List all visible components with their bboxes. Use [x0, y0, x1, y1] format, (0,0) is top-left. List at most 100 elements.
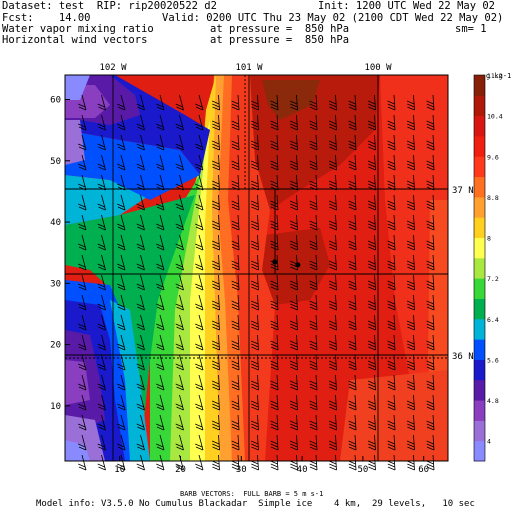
wind-barb: [117, 254, 126, 271]
x-axis-ticks: 10 20 30 40 50 60: [114, 456, 429, 475]
wind-barb: [136, 414, 145, 431]
wind-barb: [117, 294, 126, 311]
wind-barb: [195, 174, 204, 191]
wind-barb: [328, 394, 337, 411]
wind-barb: [211, 414, 220, 431]
wind-barb: [78, 414, 87, 431]
wind-barb: [348, 154, 357, 171]
wind-barb: [367, 334, 376, 351]
wind-barb: [97, 134, 106, 151]
wind-barb: [97, 234, 106, 251]
wind-barb: [348, 174, 357, 191]
wind-barb: [270, 94, 279, 111]
station-markers: [272, 259, 301, 268]
wind-barb: [117, 154, 126, 171]
wind-barb: [156, 354, 165, 371]
colorbar-swatch: [474, 237, 485, 259]
wind-barb: [250, 114, 259, 131]
colorbar-tick-label: 10.4: [487, 113, 503, 121]
wind-barb: [250, 94, 259, 111]
wind-barb: [156, 194, 165, 211]
wind-barb: [250, 374, 259, 391]
wind-barb: [406, 154, 415, 171]
wind-barb: [97, 294, 106, 311]
x-tick-label: 50: [357, 465, 368, 475]
wind-barb: [270, 134, 279, 151]
wind-barb: [348, 194, 357, 211]
wind-barb: [387, 194, 396, 211]
valid-time-label: Valid: 0200 UTC Thu 23 May 02 (2100 CDT …: [162, 12, 504, 24]
wind-barb: [328, 314, 337, 331]
colorbar-tick-label: 4.8: [487, 397, 499, 405]
wind-barb: [195, 374, 204, 391]
wind-barb: [289, 214, 298, 231]
wind-barb: [211, 394, 220, 411]
wind-barb: [270, 374, 279, 391]
wind-barb: [289, 234, 298, 251]
wind-barb: [78, 134, 87, 151]
wind-barb: [117, 354, 126, 371]
wind-barb: [387, 214, 396, 231]
colorbar-swatch: [474, 298, 485, 320]
wind-barb: [211, 354, 220, 371]
wind-barbs: [78, 94, 435, 471]
wind-barb: [270, 174, 279, 191]
wind-barb: [250, 134, 259, 151]
wind-barb: [211, 314, 220, 331]
dataset-label: Dataset: test RIP: rip20020522 d2: [2, 0, 217, 12]
wind-barb: [231, 434, 240, 451]
wind-barb: [309, 174, 318, 191]
wind-barb: [289, 414, 298, 431]
wind-barb: [136, 454, 145, 471]
wind-barb: [289, 314, 298, 331]
wind-barb: [406, 234, 415, 251]
wind-barb: [117, 94, 126, 111]
wind-barb: [136, 134, 145, 151]
wind-barb: [231, 194, 240, 211]
wind-barb: [406, 334, 415, 351]
wind-barb: [136, 274, 145, 291]
wind-barb: [328, 334, 337, 351]
wind-barb: [117, 194, 126, 211]
wind-barb: [426, 274, 435, 291]
wind-barb: [289, 114, 298, 131]
wind-barb: [250, 194, 259, 211]
wind-barb: [136, 294, 145, 311]
wind-barb: [387, 274, 396, 291]
wind-barb: [406, 414, 415, 431]
wind-barb: [289, 274, 298, 291]
wind-barb: [195, 234, 204, 251]
wind-barb: [97, 454, 106, 471]
wind-barb: [156, 254, 165, 271]
wind-barb: [117, 394, 126, 411]
wind-barb: [426, 374, 435, 391]
colorbar-swatch: [474, 196, 485, 218]
wind-barb: [348, 314, 357, 331]
wind-barb: [195, 414, 204, 431]
wind-barb: [231, 414, 240, 431]
y-tick-label: 10: [50, 402, 61, 412]
wind-barb: [117, 414, 126, 431]
plot-frame: [64, 74, 449, 462]
wind-barb: [367, 154, 376, 171]
wind-barb: [231, 274, 240, 291]
wind-barb: [328, 194, 337, 211]
wind-barb: [156, 434, 165, 451]
wind-barb: [387, 314, 396, 331]
wind-barb: [211, 254, 220, 271]
wind-barb: [136, 394, 145, 411]
wind-barb: [211, 214, 220, 231]
wind-barb: [156, 394, 165, 411]
wind-barb: [328, 254, 337, 271]
wind-barb: [78, 354, 87, 371]
field2-pressure: at pressure = 850 hPa: [210, 34, 350, 46]
wind-barb: [367, 94, 376, 111]
colorbar-swatch: [474, 135, 485, 157]
wind-barb: [175, 194, 184, 211]
wind-barb: [426, 94, 435, 111]
wind-barb: [270, 314, 279, 331]
wind-barb: [426, 354, 435, 371]
wind-barb: [426, 214, 435, 231]
wind-barb: [367, 234, 376, 251]
wind-barb: [97, 254, 106, 271]
